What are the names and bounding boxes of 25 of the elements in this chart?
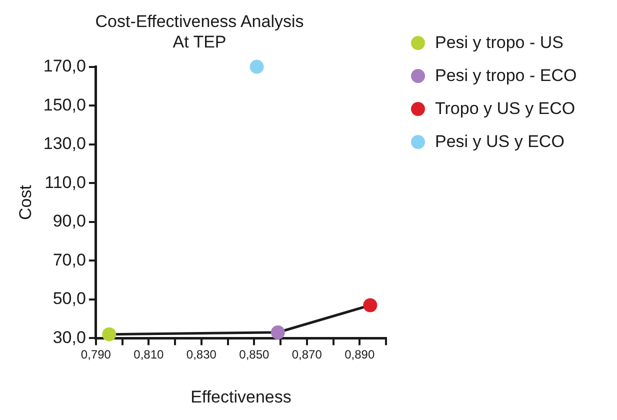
legend-label: Pesi y tropo - ECO	[435, 66, 577, 86]
legend-label: Tropo y US y ECO	[435, 98, 576, 118]
x-tick-label: 0,790	[80, 348, 112, 362]
y-axis-title: Cost	[16, 184, 35, 220]
point	[270, 325, 285, 340]
y-tick-label: 30,0	[52, 328, 86, 347]
y-tick-label: 90,0	[52, 212, 86, 231]
y-tick-label: 170,0	[43, 56, 86, 76]
y-tick-label: 130,0	[43, 134, 86, 154]
point	[363, 298, 378, 312]
x-tick-label: 0,810	[134, 348, 164, 362]
y-tick-label: 150,0	[43, 95, 86, 114]
y-tick-label: 50,0	[52, 289, 86, 308]
chart-title: Cost-Effectiveness Analysis At TEP	[95, 12, 304, 52]
y-tick-label: 110,0	[44, 172, 86, 192]
x-tick-label: 0,850	[239, 348, 270, 362]
point	[102, 327, 116, 342]
y-tick-label: 70,0	[52, 250, 86, 270]
x-tick-label: 0,870	[292, 348, 322, 362]
x-tick-label: 0,890	[344, 348, 375, 362]
x-tick-label: 0,830	[186, 348, 217, 362]
legend-label: Pesi y tropo - US	[435, 32, 564, 52]
legend-label: Pesi y US y ECO	[435, 132, 564, 152]
x-axis-title: Effectiveness	[190, 387, 292, 406]
point	[250, 60, 264, 74]
